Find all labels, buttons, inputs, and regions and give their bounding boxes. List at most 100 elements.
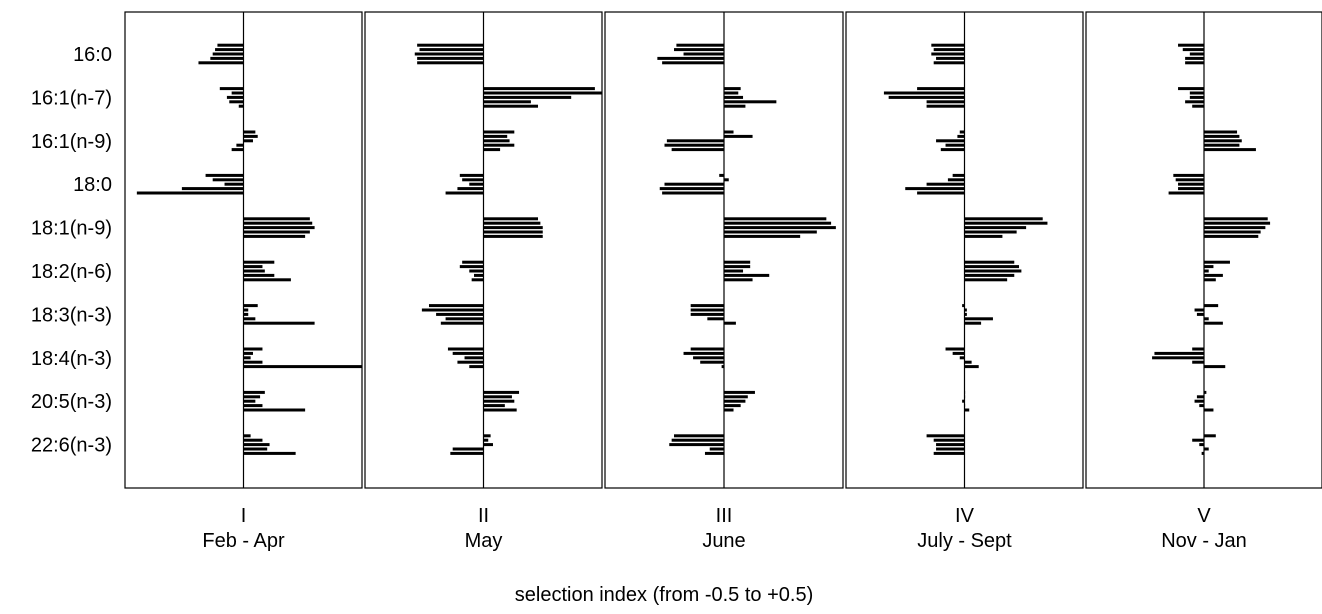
bar xyxy=(483,399,515,403)
bar xyxy=(933,48,965,52)
bar xyxy=(457,187,484,191)
bar xyxy=(243,351,253,355)
bar xyxy=(483,443,493,447)
bar xyxy=(659,187,724,191)
bar xyxy=(483,408,517,412)
bar xyxy=(724,321,736,325)
bar xyxy=(243,134,258,138)
bar xyxy=(447,347,484,351)
bar xyxy=(215,48,244,52)
bar xyxy=(933,61,965,65)
bar xyxy=(243,408,306,412)
row-labels: 16:0 16:1(n-7) 16:1(n-9) 18:0 18:1(n-9) 18:2(… xyxy=(31,44,112,457)
bar xyxy=(236,143,244,147)
bar xyxy=(690,312,724,316)
bar xyxy=(1204,143,1240,147)
bar xyxy=(917,191,965,195)
bar xyxy=(931,43,965,47)
bar xyxy=(464,356,484,360)
bar xyxy=(724,217,827,221)
bar xyxy=(1204,408,1214,412)
bar xyxy=(964,317,993,321)
bar xyxy=(1192,104,1204,108)
bar xyxy=(219,87,244,91)
bar xyxy=(483,139,510,143)
bar xyxy=(210,56,244,60)
bar xyxy=(1204,148,1256,152)
bar xyxy=(243,273,275,277)
bar xyxy=(450,451,484,455)
bar xyxy=(1192,438,1204,442)
bar xyxy=(1185,61,1204,65)
bar xyxy=(1194,308,1204,312)
bar xyxy=(724,100,777,104)
bar xyxy=(1192,347,1204,351)
row-label: 18:1(n-9) xyxy=(31,218,112,240)
bar xyxy=(1194,399,1204,403)
bar xyxy=(483,91,602,95)
bar xyxy=(959,130,965,134)
bar xyxy=(964,226,1027,230)
panel-period-label: July - Sept xyxy=(917,530,1012,552)
bar xyxy=(959,356,965,360)
bar xyxy=(483,134,508,138)
bar xyxy=(238,104,244,108)
bar xyxy=(964,365,979,369)
bar xyxy=(243,399,256,403)
bar xyxy=(1204,365,1226,369)
bar xyxy=(1196,312,1204,316)
row-label: 16:1(n-7) xyxy=(31,87,112,109)
bar xyxy=(933,438,965,442)
bar xyxy=(243,312,249,316)
bar xyxy=(883,91,965,95)
bar xyxy=(440,321,484,325)
bar xyxy=(664,182,724,186)
panel-tick-label: I xyxy=(241,505,247,527)
bar xyxy=(690,304,724,308)
bar xyxy=(964,260,1015,264)
bar xyxy=(417,43,484,47)
bar xyxy=(1178,187,1204,191)
bar xyxy=(243,226,315,230)
bar xyxy=(964,278,1008,282)
bar xyxy=(724,221,832,225)
bar xyxy=(1204,217,1268,221)
panel-period-label: June xyxy=(702,530,745,552)
bar xyxy=(964,390,966,394)
bar xyxy=(964,404,966,408)
bar xyxy=(243,360,263,364)
bar xyxy=(724,395,748,399)
bar xyxy=(483,143,515,147)
bar xyxy=(1204,260,1230,264)
bar xyxy=(690,308,724,312)
bar xyxy=(707,317,724,321)
bar xyxy=(933,451,965,455)
bar xyxy=(931,52,965,56)
bar xyxy=(1201,451,1204,455)
bar xyxy=(964,321,982,325)
bar xyxy=(483,226,543,230)
bar xyxy=(683,52,724,56)
bar xyxy=(962,399,965,403)
bar xyxy=(1196,395,1204,399)
bar xyxy=(483,404,505,408)
bar xyxy=(421,308,484,312)
bar xyxy=(212,52,244,56)
bar xyxy=(1204,265,1214,269)
bar xyxy=(483,390,520,394)
bar xyxy=(693,356,724,360)
bar xyxy=(917,87,965,91)
panel-V: V Nov - Jan xyxy=(1085,11,1322,552)
bar xyxy=(205,173,244,177)
bar xyxy=(231,148,244,152)
bar xyxy=(243,278,291,282)
bar xyxy=(724,226,836,230)
bar xyxy=(683,351,724,355)
bar xyxy=(417,56,484,60)
row-label: 18:4(n-3) xyxy=(31,348,112,370)
panel-period-label: Feb - Apr xyxy=(202,530,285,552)
bar xyxy=(198,61,244,65)
bar xyxy=(483,234,543,238)
bar xyxy=(1189,91,1204,95)
row-label: 20:5(n-3) xyxy=(31,391,112,413)
